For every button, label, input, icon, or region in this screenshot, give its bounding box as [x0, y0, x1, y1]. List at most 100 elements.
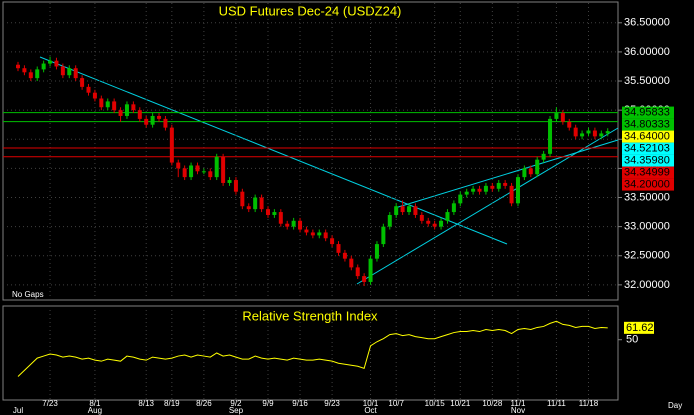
level-label: 34.95833: [624, 106, 670, 118]
candle-body: [458, 194, 463, 204]
candle-body: [477, 188, 482, 192]
candle-body: [490, 185, 495, 189]
candle-body: [515, 177, 520, 204]
candle-body: [374, 244, 379, 259]
y-tick-label: 33.50000: [624, 191, 670, 203]
candle-body: [60, 66, 65, 76]
candle-body: [548, 118, 553, 154]
candle-body: [323, 232, 328, 239]
candle-body: [387, 214, 392, 227]
trend-line: [39, 56, 508, 245]
x-tick-label: 7/23: [42, 399, 58, 408]
candle-body: [509, 185, 514, 204]
month-label: Oct: [364, 406, 377, 415]
level-box: [622, 142, 674, 155]
x-tick-label: 10/7: [388, 399, 404, 408]
candle-body: [432, 223, 437, 227]
candle-body: [253, 197, 258, 210]
candle-body: [157, 115, 162, 119]
price-panel: [2, 1, 619, 301]
level-label: 34.80333: [624, 118, 670, 130]
candle-body: [163, 118, 168, 128]
candle-body: [567, 121, 572, 128]
candle-body: [137, 110, 142, 119]
candle-body: [336, 244, 341, 253]
candle-body: [285, 223, 290, 227]
candle-body: [246, 206, 251, 210]
level-label: 34.52103: [624, 142, 670, 154]
candle-body: [182, 168, 187, 178]
candle-body: [176, 162, 181, 169]
candle-body: [541, 153, 546, 160]
candle-body: [580, 133, 585, 137]
candle-body: [310, 232, 315, 236]
month-label: Nov: [511, 406, 525, 415]
candle-body: [291, 220, 296, 227]
candle-body: [560, 113, 565, 122]
x-tick-label: 9/23: [324, 399, 340, 408]
candle-body: [105, 101, 110, 108]
candle-body: [522, 168, 527, 178]
candle-body: [227, 180, 232, 183]
candle-body: [496, 182, 501, 189]
candle-body: [330, 238, 335, 245]
candle-body: [118, 110, 123, 116]
rsi-panel: [2, 305, 619, 401]
candle-body: [54, 60, 59, 67]
trend-line: [394, 139, 619, 209]
note: No Gaps: [12, 290, 44, 299]
candle-body: [298, 220, 303, 230]
candle-body: [573, 127, 578, 137]
y-tick-label: 32.00000: [624, 279, 670, 291]
candle-body: [208, 171, 213, 178]
y-tick-label: 33.00000: [624, 221, 670, 233]
x-tick-label: 9/2: [230, 399, 242, 408]
x-tick-label: 10/28: [482, 399, 503, 408]
candle-body: [426, 220, 431, 224]
candle-body: [471, 188, 476, 192]
x-tick-label: 10/1: [363, 399, 379, 408]
candle-body: [144, 118, 149, 125]
rsi-line: [17, 320, 608, 377]
rsi-box: [624, 321, 654, 334]
rsi-title: Relative Strength Index: [242, 308, 378, 323]
candle-body: [554, 113, 559, 119]
month-label: Aug: [88, 406, 102, 415]
level-box: [622, 154, 674, 167]
candle-body: [483, 185, 488, 192]
candle-body: [464, 191, 469, 195]
candle-body: [394, 206, 399, 215]
candle-body: [80, 78, 85, 87]
candle-body: [407, 206, 412, 213]
x-tick-label: 8/26: [196, 399, 212, 408]
level-box: [622, 118, 674, 131]
candle-body: [445, 212, 450, 221]
level-label: 34.35980: [624, 154, 670, 166]
candle-body: [16, 64, 20, 69]
x-tick-label: 11/18: [579, 399, 599, 408]
candle-body: [48, 60, 53, 64]
candle-body: [362, 276, 367, 282]
level-box: [622, 166, 674, 179]
candle-body: [73, 68, 78, 79]
candle-body: [214, 156, 219, 178]
x-tick-label: 9/9: [262, 399, 274, 408]
x-tick-label: 8/1: [89, 399, 101, 408]
rsi-last-label: 61.62: [626, 322, 654, 334]
rsi-tick-label: 50: [626, 334, 638, 346]
candle-body: [304, 229, 309, 233]
y-tick-label: 36.00000: [624, 46, 670, 58]
level-label: 34.34999: [624, 166, 670, 178]
candle-body: [233, 180, 238, 192]
candle-body: [528, 168, 533, 175]
candle-body: [278, 212, 283, 224]
candle-body: [28, 72, 33, 79]
month-label: Jul: [13, 406, 23, 415]
candle-body: [131, 104, 136, 111]
candle-body: [99, 98, 104, 108]
candle-body: [259, 197, 264, 210]
y-tick-label: 35.50000: [624, 75, 670, 87]
x-tick-label: 10/21: [450, 399, 471, 408]
